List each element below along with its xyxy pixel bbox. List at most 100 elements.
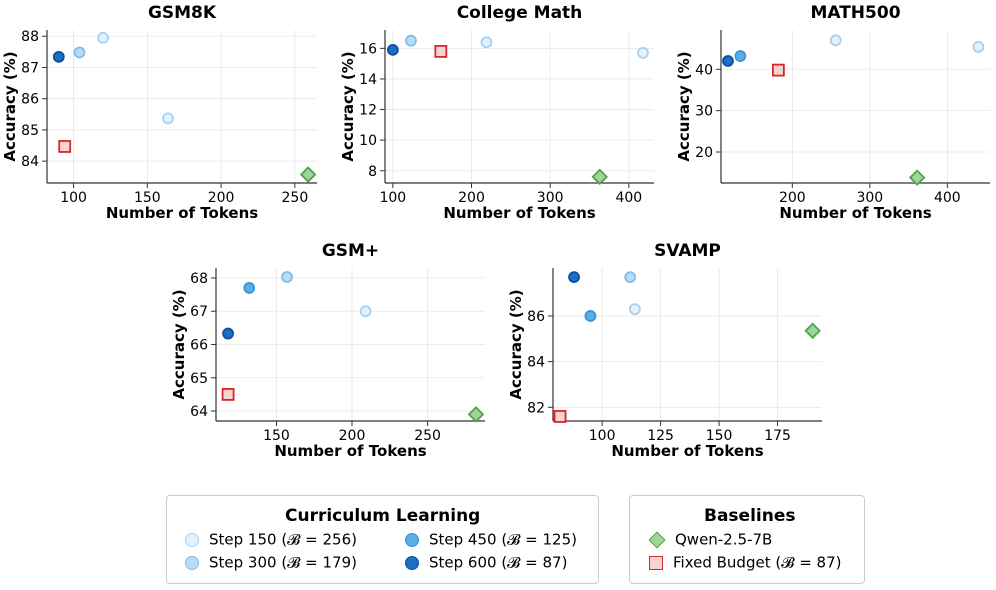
point-qwen [591, 168, 609, 186]
y-tick-label: 20 [695, 145, 713, 161]
point-step150 [972, 41, 985, 53]
x-tick-label: 100 [60, 190, 87, 206]
y-tick-label: 30 [695, 104, 713, 120]
point-step450 [243, 282, 256, 294]
legend-label: Step 600 (𝓑 = 87) [429, 553, 568, 572]
point-step150 [628, 303, 641, 316]
x-axis-label: Number of Tokens [106, 204, 258, 222]
subplot-math500: 200 300 400 20 30 40 MATH500 Number of Tokens Ac… [675, 3, 990, 222]
fixed-budget-marker-icon [649, 555, 663, 570]
subplot-title: SVAMP [654, 241, 721, 261]
y-tick-label: 66 [190, 338, 208, 354]
y-tick-label: 64 [190, 404, 208, 420]
x-tick-label: 100 [589, 428, 616, 444]
point-step150 [162, 112, 174, 125]
baselines-legend: Baselines Qwen-2.5-7B Fixed Budget (𝓑 = … [629, 495, 865, 584]
x-axis-label: Number of Tokens [611, 442, 763, 460]
point-step600 [386, 43, 399, 56]
point-step150 [637, 47, 649, 59]
y-tick-label: 68 [190, 271, 208, 287]
subplot-college-math: 100 200 300 400 8 10 12 14 16 College Math Number … [339, 3, 654, 222]
y-axis-label: Accuracy (%) [170, 289, 188, 399]
point-step600 [222, 327, 234, 340]
legend-label: Fixed Budget (𝓑 = 87) [673, 553, 842, 572]
x-tick-label: 200 [208, 190, 235, 206]
point-fixed [434, 45, 448, 58]
x-tick-label: 200 [458, 190, 485, 206]
curriculum-legend: Curriculum Learning Step 150 (𝓑 = 256) S… [166, 495, 599, 584]
x-tick-label: 200 [779, 190, 806, 206]
step150-marker-icon [185, 532, 199, 547]
y-tick-label: 87 [21, 60, 39, 76]
point-step150 [359, 305, 372, 318]
point-fixed [771, 63, 785, 77]
legend-item-step450: Step 450 (𝓑 = 125) [405, 530, 577, 549]
point-step300 [281, 271, 293, 283]
point-qwen [804, 322, 821, 340]
x-tick-label: 125 [647, 428, 674, 444]
y-tick-label: 85 [21, 123, 39, 139]
point-step450 [584, 310, 597, 322]
y-tick-label: 88 [21, 29, 39, 45]
y-tick-label: 12 [359, 103, 377, 119]
x-tick-label: 400 [615, 190, 642, 206]
x-tick-label: 150 [706, 428, 733, 444]
point-step300 [624, 271, 637, 284]
x-axis-label: Number of Tokens [443, 204, 595, 222]
x-tick-label: 150 [263, 428, 290, 444]
curriculum-legend-title: Curriculum Learning [285, 506, 481, 526]
step450-marker-icon [405, 532, 419, 547]
y-axis-label: Accuracy (%) [675, 51, 693, 161]
x-tick-label: 250 [414, 428, 441, 444]
point-step300 [73, 46, 86, 59]
subplot-gsm8k: 100 150 200 250 84 85 86 87 88 GSM8K Number of Tok… [1, 3, 317, 222]
x-axis-label: Number of Tokens [274, 442, 426, 460]
x-tick-label: 400 [934, 190, 961, 206]
x-tick-label: 175 [764, 428, 791, 444]
subplot-title: GSM+ [322, 241, 379, 261]
point-qwen [908, 169, 926, 186]
y-tick-label: 65 [190, 371, 208, 387]
qwen-marker-icon [648, 531, 666, 548]
x-axis-label: Number of Tokens [779, 204, 931, 222]
x-tick-label: 300 [537, 190, 564, 206]
y-tick-label: 10 [359, 133, 377, 149]
subplot-title: MATH500 [810, 3, 900, 23]
y-tick-label: 67 [190, 304, 208, 320]
step300-marker-icon [185, 555, 199, 570]
baselines-legend-title: Baselines [704, 506, 796, 526]
y-tick-label: 84 [21, 154, 39, 170]
y-axis-label: Accuracy (%) [339, 51, 357, 161]
point-step450 [734, 50, 747, 62]
y-tick-label: 8 [368, 164, 377, 180]
subplot-title: GSM8K [148, 3, 217, 23]
legend-label: Step 150 (𝓑 = 256) [209, 530, 357, 549]
point-fixed [553, 410, 567, 423]
legend-item-step300: Step 300 (𝓑 = 179) [185, 553, 357, 572]
x-tick-label: 200 [339, 428, 366, 444]
y-tick-label: 16 [359, 41, 377, 57]
point-step300 [405, 34, 417, 47]
y-tick-label: 84 [527, 355, 545, 371]
y-tick-label: 40 [695, 62, 713, 78]
point-step150 [829, 34, 842, 47]
y-tick-label: 86 [527, 309, 545, 325]
y-tick-label: 14 [359, 72, 377, 88]
y-tick-label: 82 [527, 400, 545, 416]
legend-item-step600: Step 600 (𝓑 = 87) [405, 553, 567, 572]
point-qwen [299, 166, 317, 183]
legend-item-step150: Step 150 (𝓑 = 256) [185, 530, 357, 549]
point-step600 [568, 271, 580, 284]
legend-item-qwen: Qwen-2.5-7B [648, 530, 772, 549]
legend-item-fixed-budget: Fixed Budget (𝓑 = 87) [649, 553, 841, 572]
x-tick-label: 300 [856, 190, 883, 206]
x-tick-label: 100 [379, 190, 406, 206]
point-fixed [58, 140, 72, 153]
x-tick-label: 250 [282, 190, 309, 206]
legend-label: Step 450 (𝓑 = 125) [429, 530, 577, 549]
subplot-gsm-: 150 200 250 64 65 66 67 68 GSM+ Number of Tokens A… [170, 241, 485, 460]
point-fixed [221, 387, 235, 401]
point-step150 [97, 31, 109, 44]
y-axis-label: Accuracy (%) [1, 51, 19, 161]
